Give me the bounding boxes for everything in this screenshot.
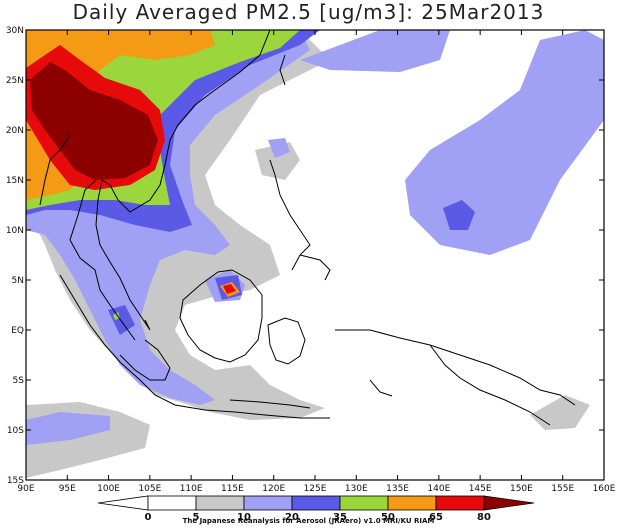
pm25-field bbox=[26, 30, 604, 478]
pm25-lightblue-region bbox=[405, 30, 604, 255]
lat-tick-label: 10S bbox=[7, 426, 24, 436]
lat-tick-label: EQ bbox=[11, 326, 24, 336]
lon-tick-label: 105E bbox=[138, 484, 161, 494]
colorbar-segment bbox=[435, 495, 485, 511]
lon-tick-label: 140E bbox=[427, 484, 450, 494]
colorbar-tick-label: 50 bbox=[381, 512, 395, 523]
lat-tick-label: 15S bbox=[7, 476, 24, 486]
lat-tick-label: 10N bbox=[6, 226, 24, 236]
colorbar-high-arrow bbox=[483, 495, 535, 511]
lon-tick-label: 145E bbox=[469, 484, 492, 494]
colorbar: 0 5 10 20 35 50 65 80 bbox=[97, 495, 535, 523]
colorbar-tick-label: 20 bbox=[285, 512, 299, 523]
colorbar-tick-label: 65 bbox=[429, 512, 443, 523]
colorbar-segment bbox=[195, 495, 245, 511]
colorbar-tick-label: 35 bbox=[333, 512, 347, 523]
pm25-lightblue-region bbox=[268, 138, 290, 158]
pm25-lightblue-region bbox=[26, 412, 110, 445]
map-axes: 90E 95E 100E 105E 110E 115E 120E 125E 130E 135E 14… bbox=[6, 26, 616, 494]
colorbar-segment bbox=[291, 495, 341, 511]
colorbar-segment bbox=[243, 495, 293, 511]
colorbar-tick-label: 0 bbox=[145, 512, 152, 523]
lon-tick-label: 115E bbox=[221, 484, 244, 494]
lon-tick-label: 100E bbox=[97, 484, 120, 494]
lon-tick-label: 120E bbox=[262, 484, 285, 494]
pm25-lightblue-region bbox=[300, 30, 450, 72]
pm25-red-region bbox=[223, 284, 236, 294]
pm25-darkred-region bbox=[30, 62, 158, 180]
lon-tick-label: 90E bbox=[17, 484, 34, 494]
colorbar-tick-label: 10 bbox=[237, 512, 251, 523]
colorbar-tick-label: 5 bbox=[193, 512, 200, 523]
colorbar-low-arrow bbox=[97, 495, 149, 511]
pm25-green-spot bbox=[113, 312, 120, 320]
lon-tick-label: 95E bbox=[59, 484, 76, 494]
credit-line: The Japanese Reanalysis for Aerosol (JRA… bbox=[182, 517, 435, 525]
colorbar-segment bbox=[339, 495, 389, 511]
lon-tick-label: 130E bbox=[345, 484, 368, 494]
colorbar-segment bbox=[147, 495, 197, 511]
lon-tick-label: 160E bbox=[593, 484, 616, 494]
pm25-blue-region bbox=[443, 200, 475, 230]
pm25-gray-region bbox=[530, 395, 590, 430]
lat-tick-label: 25N bbox=[6, 76, 24, 86]
lat-tick-label: 5S bbox=[13, 376, 25, 386]
lat-tick-label: 20N bbox=[6, 126, 24, 136]
lon-tick-label: 135E bbox=[386, 484, 409, 494]
colorbar-tick-label: 80 bbox=[477, 512, 491, 523]
lon-tick-label: 110E bbox=[180, 484, 203, 494]
coastlines bbox=[39, 30, 576, 426]
lon-tick-label: 155E bbox=[551, 484, 574, 494]
lon-tick-label: 125E bbox=[304, 484, 327, 494]
map-title: Daily Averaged PM2.5 [ug/m3]: 25Mar2013 bbox=[72, 0, 545, 24]
lat-tick-label: 30N bbox=[6, 26, 24, 36]
lat-tick-label: 5N bbox=[12, 276, 24, 286]
colorbar-segment bbox=[387, 495, 437, 511]
lon-tick-label: 150E bbox=[510, 484, 533, 494]
lat-tick-label: 15N bbox=[6, 176, 24, 186]
